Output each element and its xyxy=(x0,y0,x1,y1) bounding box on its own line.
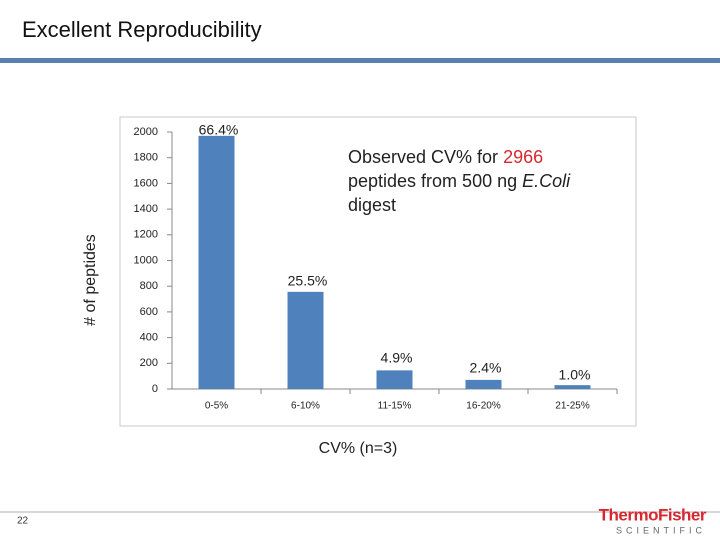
x-tick-label: 21-25% xyxy=(555,401,590,412)
note-count: 2966 xyxy=(503,147,544,167)
bar xyxy=(554,385,591,389)
y-tick-label: 800 xyxy=(140,280,158,292)
chart-note: Observed CV% for 2966 peptides from 500 n… xyxy=(348,145,608,217)
x-tick-label: 16-20% xyxy=(466,401,501,412)
y-tick-label: 1200 xyxy=(134,229,158,241)
annotation: 66.4% xyxy=(199,122,239,138)
bar xyxy=(465,379,502,389)
y-tick-label: 1400 xyxy=(134,203,158,215)
annotation: 4.9% xyxy=(381,350,413,366)
note-text: Observed CV% for xyxy=(348,147,504,167)
x-tick-label: 6-10% xyxy=(291,401,320,412)
y-tick-label: 600 xyxy=(140,306,158,318)
annotation: 1.0% xyxy=(559,367,591,383)
bar xyxy=(198,135,235,389)
annotation: 2.4% xyxy=(470,360,502,376)
x-tick-label: 0-5% xyxy=(205,401,228,412)
y-axis-label: # of peptides xyxy=(82,234,99,326)
logo-brand: ThermoFisher xyxy=(599,505,707,524)
note-text: peptides from 500 ng xyxy=(348,171,523,191)
page-number: 22 xyxy=(17,516,29,527)
y-tick-label: 0 xyxy=(152,383,158,395)
y-tick-label: 1800 xyxy=(134,152,158,164)
logo-sub: SCIENTIFIC xyxy=(616,525,706,535)
x-axis-label: CV% (n=3) xyxy=(319,440,398,457)
annotation: 25.5% xyxy=(288,273,328,289)
title-rule xyxy=(0,58,720,63)
x-tick-label: 11-15% xyxy=(378,401,412,412)
slide-title: Excellent Reproducibility xyxy=(22,17,262,42)
note-organism: E.Coli xyxy=(522,171,571,191)
note-text: digest xyxy=(348,195,397,215)
y-tick-label: 2000 xyxy=(134,126,158,138)
y-tick-label: 1000 xyxy=(134,254,158,266)
y-tick-label: 200 xyxy=(140,357,158,369)
y-tick-label: 400 xyxy=(140,332,158,344)
bar xyxy=(287,291,324,389)
bar xyxy=(376,370,413,389)
y-tick-label: 1600 xyxy=(134,177,158,189)
